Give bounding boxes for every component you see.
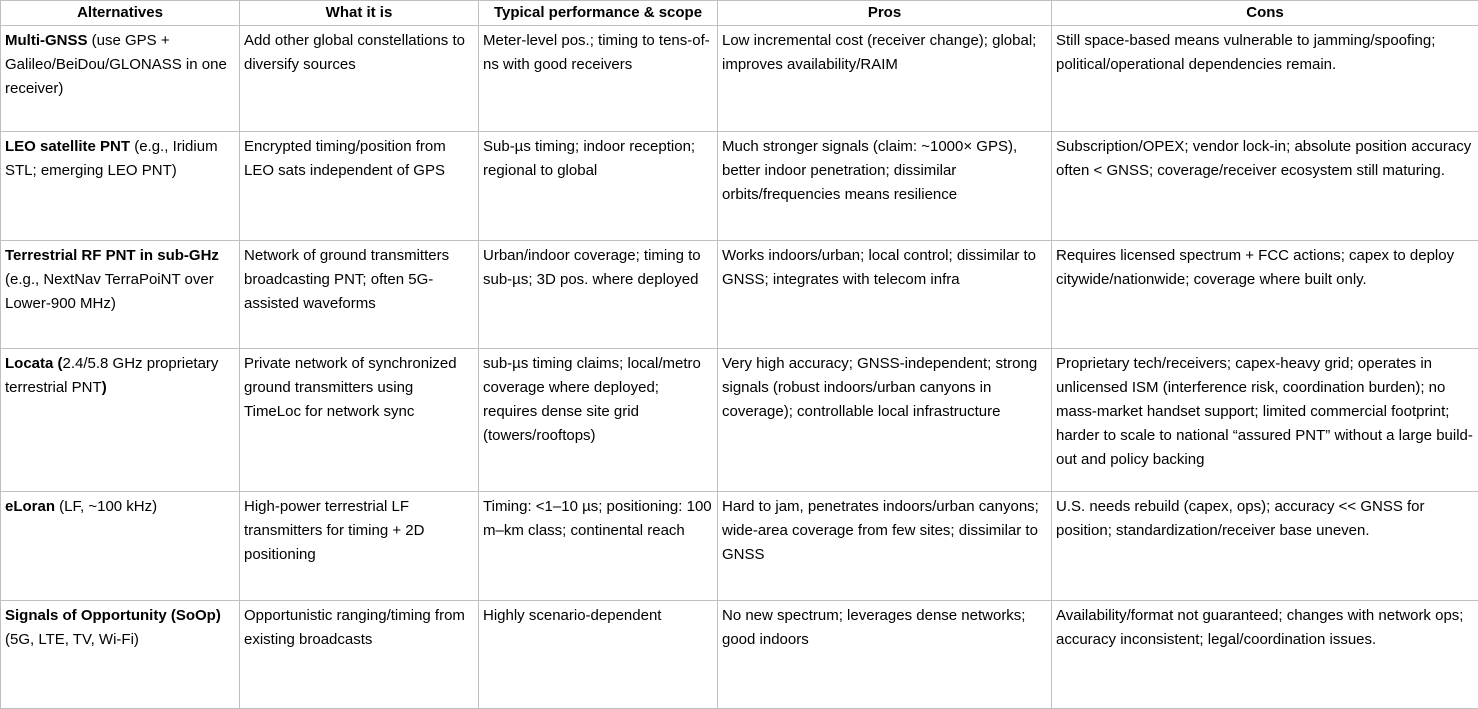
cell-cons: U.S. needs rebuild (capex, ops); accurac…: [1051, 491, 1478, 601]
cell-pros: Much stronger signals (claim: ~1000× GPS…: [717, 131, 1052, 241]
cell-alternative: Signals of Opportunity (SoOp) (5G, LTE, …: [0, 599, 240, 709]
header-pros: Pros: [717, 0, 1052, 26]
cell-what-it-is: High-power terrestrial LF transmitters f…: [239, 491, 479, 601]
cell-performance: Timing: <1–10 µs; positioning: 100 m–km …: [478, 491, 718, 601]
alternative-detail: (LF, ~100 kHz): [55, 498, 158, 516]
cell-pros: Works indoors/urban; local control; diss…: [717, 239, 1052, 349]
cell-pros: Very high accuracy; GNSS-independent; st…: [717, 347, 1052, 493]
alternative-detail: (e.g., Iridium STL; emerging LEO PNT): [5, 138, 218, 180]
cell-pros: Low incremental cost (receiver change); …: [717, 24, 1052, 133]
cell-alternative: eLoran (LF, ~100 kHz): [0, 491, 240, 601]
table-row: eLoran (LF, ~100 kHz) High-power terrest…: [0, 491, 1478, 601]
header-alternatives: Alternatives: [0, 0, 240, 26]
header-what-it-is: What it is: [239, 0, 479, 26]
cell-alternative: Locata (2.4/5.8 GHz proprietary terrestr…: [0, 347, 240, 493]
alternative-detail: (use GPS + Galileo/BeiDou/GLONASS in one…: [5, 32, 227, 97]
cell-performance: Urban/indoor coverage; timing to sub-µs;…: [478, 239, 718, 349]
cell-alternative: Terrestrial RF PNT in sub-GHz (e.g., Nex…: [0, 239, 240, 349]
cell-what-it-is: Network of ground transmitters broadcast…: [239, 239, 479, 349]
alternative-detail: (e.g., NextNav TerraPoiNT over Lower-900…: [5, 270, 214, 312]
alternative-name-end: ): [101, 378, 107, 396]
alternative-name: eLoran: [5, 498, 56, 516]
cell-what-it-is: Private network of synchronized ground t…: [239, 347, 479, 493]
cell-what-it-is: Add other global constellations to diver…: [239, 24, 479, 133]
alternative-name: LEO satellite PNT: [5, 138, 131, 156]
cell-performance: Meter-level pos.; timing to tens-of-ns w…: [478, 24, 718, 133]
table-row: Terrestrial RF PNT in sub-GHz (e.g., Nex…: [0, 239, 1478, 349]
alternative-name: Locata (: [5, 354, 63, 372]
cell-pros: Hard to jam, penetrates indoors/urban ca…: [717, 491, 1052, 601]
cell-performance: Sub-µs timing; indoor reception; regiona…: [478, 131, 718, 241]
cell-performance: Highly scenario-dependent: [478, 599, 718, 709]
header-row: Alternatives What it is Typical performa…: [0, 0, 1478, 26]
table-row: Locata (2.4/5.8 GHz proprietary terrestr…: [0, 347, 1478, 493]
table-row: LEO satellite PNT (e.g., Iridium STL; em…: [0, 131, 1478, 241]
table-row: Signals of Opportunity (SoOp) (5G, LTE, …: [0, 599, 1478, 709]
header-cons: Cons: [1051, 0, 1478, 26]
cell-cons: Still space-based means vulnerable to ja…: [1051, 24, 1478, 133]
cell-alternative: LEO satellite PNT (e.g., Iridium STL; em…: [0, 131, 240, 241]
alternative-name: Signals of Opportunity (SoOp): [5, 606, 221, 624]
cell-cons: Availability/format not guaranteed; chan…: [1051, 599, 1478, 709]
cell-what-it-is: Opportunistic ranging/timing from existi…: [239, 599, 479, 709]
cell-pros: No new spectrum; leverages dense network…: [717, 599, 1052, 709]
table-row: Multi-GNSS (use GPS + Galileo/BeiDou/GLO…: [0, 24, 1478, 133]
alternative-name: Multi-GNSS: [5, 32, 88, 49]
alternative-detail: (5G, LTE, TV, Wi-Fi): [5, 630, 139, 648]
cell-cons: Subscription/OPEX; vendor lock-in; absol…: [1051, 131, 1478, 241]
header-performance: Typical performance & scope: [478, 0, 718, 26]
cell-cons: Requires licensed spectrum + FCC actions…: [1051, 239, 1478, 349]
cell-what-it-is: Encrypted timing/position from LEO sats …: [239, 131, 479, 241]
cell-performance: sub-µs timing claims; local/metro covera…: [478, 347, 718, 493]
alternative-detail: 2.4/5.8 GHz proprietary terrestrial PNT: [5, 354, 219, 396]
alternative-name: Terrestrial RF PNT in sub-GHz: [5, 246, 219, 264]
cell-cons: Proprietary tech/receivers; capex-heavy …: [1051, 347, 1478, 493]
cell-alternative: Multi-GNSS (use GPS + Galileo/BeiDou/GLO…: [0, 24, 240, 133]
